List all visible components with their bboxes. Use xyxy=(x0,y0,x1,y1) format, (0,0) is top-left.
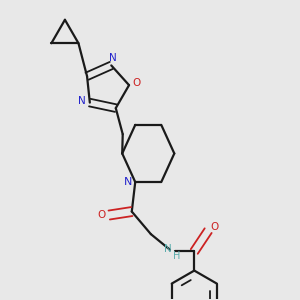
Text: N: N xyxy=(164,244,172,254)
Text: H: H xyxy=(173,251,181,262)
Text: O: O xyxy=(210,222,218,232)
Text: N: N xyxy=(109,53,117,64)
Text: O: O xyxy=(98,210,106,220)
Text: N: N xyxy=(123,177,132,187)
Text: N: N xyxy=(78,96,86,106)
Text: O: O xyxy=(133,78,141,88)
